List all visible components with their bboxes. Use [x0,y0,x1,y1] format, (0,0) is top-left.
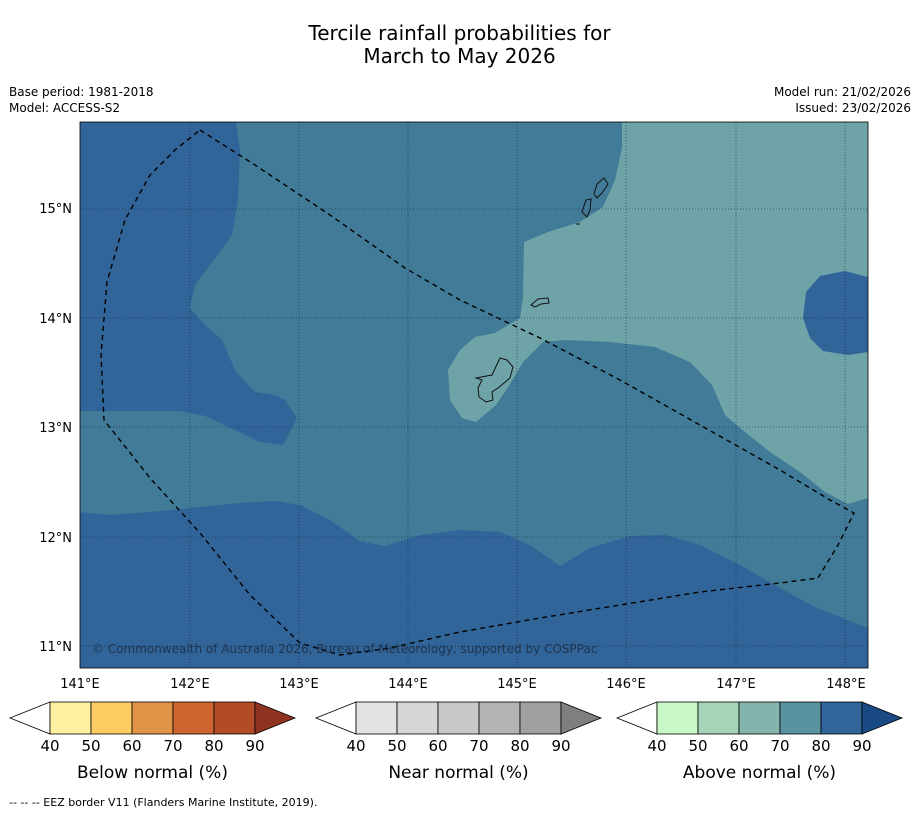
lon-label: 145°E [497,677,537,692]
colorbar-swatch [697,701,740,735]
colorbar-tick-label: 90 [852,737,871,755]
map-title: Tercile rainfall probabilities for March… [0,22,919,68]
colorbar-near: 40 50 60 70 80 90 Near normal (%) [314,701,603,783]
colorbar-tick-label: 70 [163,737,182,755]
lat-label: 12°N [39,531,72,546]
lat-label: 14°N [39,312,72,327]
lat-label: 15°N [39,202,72,217]
model-run: Model run: 21/02/2026 [773,85,911,99]
island-outlines [474,177,609,403]
lon-label: 142°E [170,677,210,692]
colorbar-tick-label: 80 [510,737,529,755]
colorbar-extend-high [254,701,297,735]
colorbar-tick-label: 70 [469,737,488,755]
lon-label: 144°E [388,677,428,692]
colorbar-swatch [213,701,256,735]
map-frame [79,121,869,669]
colorbar-extend-low [8,701,51,735]
region-above-80-90-east [803,271,868,355]
copyright-text: © Commonwealth of Australia 2026, Bureau… [92,642,597,656]
colorbar-swatch [396,701,439,735]
region-above-80-90-south [80,501,868,668]
colorbar-tick-label: 40 [647,737,666,755]
colorbar-tick-label: 50 [688,737,707,755]
map-panel: © Commonwealth of Australia 2026, Bureau… [80,122,868,668]
region-above-80-90-west [80,122,297,445]
colorbar-swatch [656,701,699,735]
colorbar-swatch [820,701,863,735]
colorbar-below: 40 50 60 70 80 90 Below normal (%) [8,701,297,783]
title-line-1: Tercile rainfall probabilities for [308,21,611,45]
colorbar-tick-label: 80 [204,737,223,755]
colorbar-extend-low [314,701,357,735]
lon-label: 143°E [279,677,319,692]
colorbar-tick-label: 60 [122,737,141,755]
model-name: Model: ACCESS-S2 [9,101,121,115]
colorbar-extend-high [560,701,603,735]
meta-right: Model run: 21/02/2026 Issued: 23/02/2026 [774,84,911,116]
base-period: Base period: 1981-2018 [9,85,154,99]
lon-labels: 141°E 142°E 143°E 144°E 145°E 146°E 147°… [60,677,866,692]
eez-border [100,129,855,656]
colorbar-tick-label: 90 [245,737,264,755]
colorbar-swatch [437,701,480,735]
region-above-60-70-east [448,122,868,504]
island-guam [474,357,514,403]
colorbar-tick-label: 80 [811,737,830,755]
colorbar-swatch [355,701,398,735]
colorbar-tick-label: 50 [387,737,406,755]
issued-date: Issued: 23/02/2026 [795,101,911,115]
colorbar-tick-label: 60 [729,737,748,755]
lat-labels: 15°N 14°N 13°N 12°N 11°N [39,202,72,655]
colorbar-swatch [519,701,562,735]
colorbar-legends: 40 50 60 70 80 90 Below normal (%) 40 50 60 70 80 90… [8,701,904,783]
colorbar-tick-label: 50 [81,737,100,755]
colorbar-tick-label: 90 [551,737,570,755]
eez-footnote: -- -- -- EEZ border V11 (Flanders Marine… [9,796,318,809]
island-saipan [593,177,609,199]
island-tinian [581,198,592,218]
lon-label: 141°E [60,677,100,692]
meta-left: Base period: 1981-2018 Model: ACCESS-S2 [9,84,154,116]
colorbar-title: Above normal (%) [683,763,836,783]
colorbar-title: Below normal (%) [77,763,228,783]
lon-label: 147°E [716,677,756,692]
lon-label: 146°E [606,677,646,692]
colorbar-tick-label: 40 [346,737,365,755]
colorbar-tick-label: 70 [770,737,789,755]
lon-label: 148°E [826,677,866,692]
colorbar-above: 40 50 60 70 80 90 Above normal (%) [615,701,904,783]
colorbar-swatch [738,701,781,735]
island-rota [530,297,550,308]
colorbar-extend-low [615,701,658,735]
colorbar-tick-label: 60 [428,737,447,755]
colorbar-swatch [90,701,133,735]
colorbar-swatch [779,701,822,735]
colorbar-swatch [49,701,92,735]
lat-label: 13°N [39,421,72,436]
colorbar-extend-high [861,701,904,735]
colorbar-swatch [478,701,521,735]
title-line-2: March to May 2026 [363,44,556,68]
colorbar-swatch [131,701,174,735]
colorbar-tick-label: 40 [40,737,59,755]
lat-label: 11°N [39,640,72,655]
colorbar-title: Near normal (%) [388,763,528,783]
graticule [80,122,868,668]
colorbar-swatch [172,701,215,735]
